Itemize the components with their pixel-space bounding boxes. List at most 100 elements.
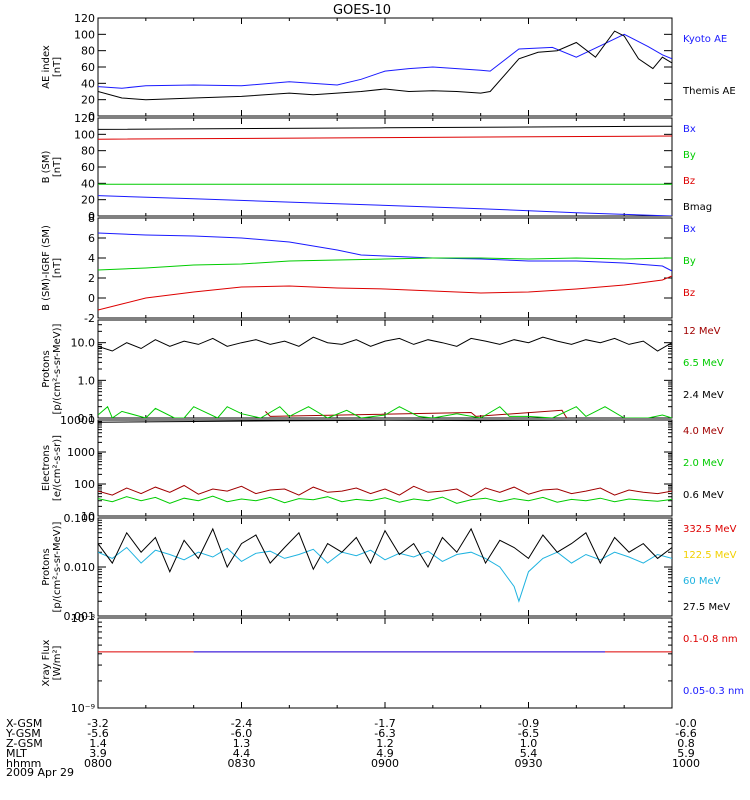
legend-entry: Bz <box>683 176 695 187</box>
y-tick-label: 6 <box>88 232 95 245</box>
panel-frame <box>97 217 673 319</box>
legend-entry: 2.0 MeV <box>683 458 724 469</box>
series-line <box>98 125 672 130</box>
y-tick-label: 8 <box>88 212 95 225</box>
footer-row-label: X-GSM <box>6 717 42 730</box>
footer-row-label: Z-GSM <box>6 737 43 750</box>
legend-entry: 0.6 MeV <box>683 490 724 501</box>
y-tick-label: 0.001 <box>64 610 96 623</box>
y-tick-label: 1.0 <box>78 374 96 387</box>
legend-entry: 0.05-0.3 nm <box>683 686 744 697</box>
y-tick-label: 10.0 <box>71 337 96 350</box>
footer-value: 1.0 <box>520 737 538 750</box>
y-axis-label: Electrons <box>41 445 52 491</box>
series-line <box>98 195 672 216</box>
footer-value: 0.8 <box>677 737 695 750</box>
footer-value: -6.6 <box>675 727 696 740</box>
footer-value: 4.9 <box>376 747 394 760</box>
series-line <box>98 257 672 271</box>
footer-row-label: MLT <box>6 747 27 760</box>
y-tick-label: 0 <box>88 292 95 305</box>
y-tick-label: 20 <box>81 94 95 107</box>
y-tick-label: 2 <box>88 272 95 285</box>
y-tick-label: 0.100 <box>64 512 96 525</box>
y-tick-label: 10⁻⁹ <box>71 702 95 715</box>
series-line <box>98 275 672 311</box>
y-tick-label: 0.1 <box>78 412 96 425</box>
y-axis-label: Xray Flux <box>41 639 52 686</box>
footer-value: -3.2 <box>87 717 108 730</box>
footer-value: 1.3 <box>233 737 251 750</box>
y-axis-label: AE index <box>41 45 52 89</box>
footer-value: -0.9 <box>518 717 539 730</box>
y-tick-label: 40 <box>81 77 95 90</box>
legend-entry: 6.5 MeV <box>683 358 724 369</box>
series-line <box>98 527 672 573</box>
footer-value: 1000 <box>672 757 700 770</box>
legend-entry: 4.0 MeV <box>683 426 724 437</box>
series-line <box>98 336 672 352</box>
y-axis-label: [p/(cm²-s-sr-MeV)] <box>52 521 63 612</box>
y-axis-label: B (SM) <box>41 150 52 183</box>
footer-value: -6.5 <box>518 727 539 740</box>
y-axis-label: [p/(cm²-s-sr-MeV)] <box>52 323 63 414</box>
y-tick-label: 1000 <box>67 446 95 459</box>
y-tick-label: 100 <box>74 128 95 141</box>
y-tick-label: 60 <box>81 61 95 74</box>
footer-value: 5.9 <box>677 747 695 760</box>
y-tick-label: 40 <box>81 177 95 190</box>
plot-title: GOES-10 <box>333 3 391 18</box>
y-tick-label: 0.010 <box>64 561 96 574</box>
series-line <box>98 405 672 418</box>
series-line <box>98 420 672 423</box>
footer-value: 5.4 <box>520 747 538 760</box>
footer-value: 0930 <box>515 757 543 770</box>
footer-table: X-GSM -3.2 -2.4 -1.7 -0.9 -0.0 Y-GSM -5.6 -6.0 -6… <box>5 717 700 770</box>
legend-entry: Bmag <box>683 202 712 213</box>
panel-1: 0 20 40 60 80 100 120 AE index [nT] Kyoto AE Themi… <box>41 12 736 123</box>
legend-entry: 2.4 MeV <box>683 390 724 401</box>
panel-frame <box>97 617 673 709</box>
panel-5: 10 100 1000 10000 Electrons [e/(cm²-s-sr)] 4.0… <box>41 414 724 523</box>
footer-value: -2.4 <box>231 717 252 730</box>
panel-6: 0.001 0.010 0.100 Protons [p/(cm²-s-sr-MeV)]… <box>41 512 737 623</box>
y-axis-label: Protons <box>41 548 52 585</box>
panel-frame <box>97 419 673 517</box>
y-tick-label: 80 <box>81 145 95 158</box>
footer-value: 0830 <box>228 757 256 770</box>
y-tick-label: 100 <box>74 478 95 491</box>
y-tick-label: 10⁻⁸ <box>71 612 96 625</box>
series-line <box>98 484 672 498</box>
y-axis-label: Protons <box>41 350 52 387</box>
series-line <box>98 495 672 504</box>
legend-entry: Themis AE <box>682 86 736 97</box>
y-tick-label: 100 <box>74 28 95 41</box>
y-tick-label: 10000 <box>60 414 95 427</box>
panel-frame <box>97 17 673 117</box>
legend-entry: 12 MeV <box>683 326 721 337</box>
legend-entry: 60 MeV <box>683 576 721 587</box>
footer-value: -6.0 <box>231 727 252 740</box>
footer-value: 0800 <box>84 757 112 770</box>
legend-entry: 122.5 MeV <box>683 550 737 561</box>
footer-value: 3.9 <box>89 747 107 760</box>
y-tick-label: 20 <box>81 194 95 207</box>
legend-entry: Kyoto AE <box>683 34 727 45</box>
footer-row-label: hhmm <box>6 757 41 770</box>
panel-frame <box>97 319 673 419</box>
footer-value: 1.4 <box>89 737 107 750</box>
series-line <box>98 232 672 272</box>
y-axis-label: [W/m²] <box>52 645 63 680</box>
y-tick-label: -2 <box>84 312 95 325</box>
y-axis-label: [nT] <box>52 157 63 177</box>
y-axis-label: [e/(cm²-s-sr)] <box>52 435 63 501</box>
panel-7: 10⁻⁹ 10⁻⁸ Xray Flux [W/m²] 0.1-0.8 nm 0.05-0.… <box>41 612 744 715</box>
footer-value: 1.2 <box>376 737 394 750</box>
footer-date: 2009 Apr 29 <box>6 766 74 779</box>
series-line <box>265 409 568 418</box>
y-tick-label: 60 <box>81 161 95 174</box>
legend-entry: 27.5 MeV <box>683 602 730 613</box>
